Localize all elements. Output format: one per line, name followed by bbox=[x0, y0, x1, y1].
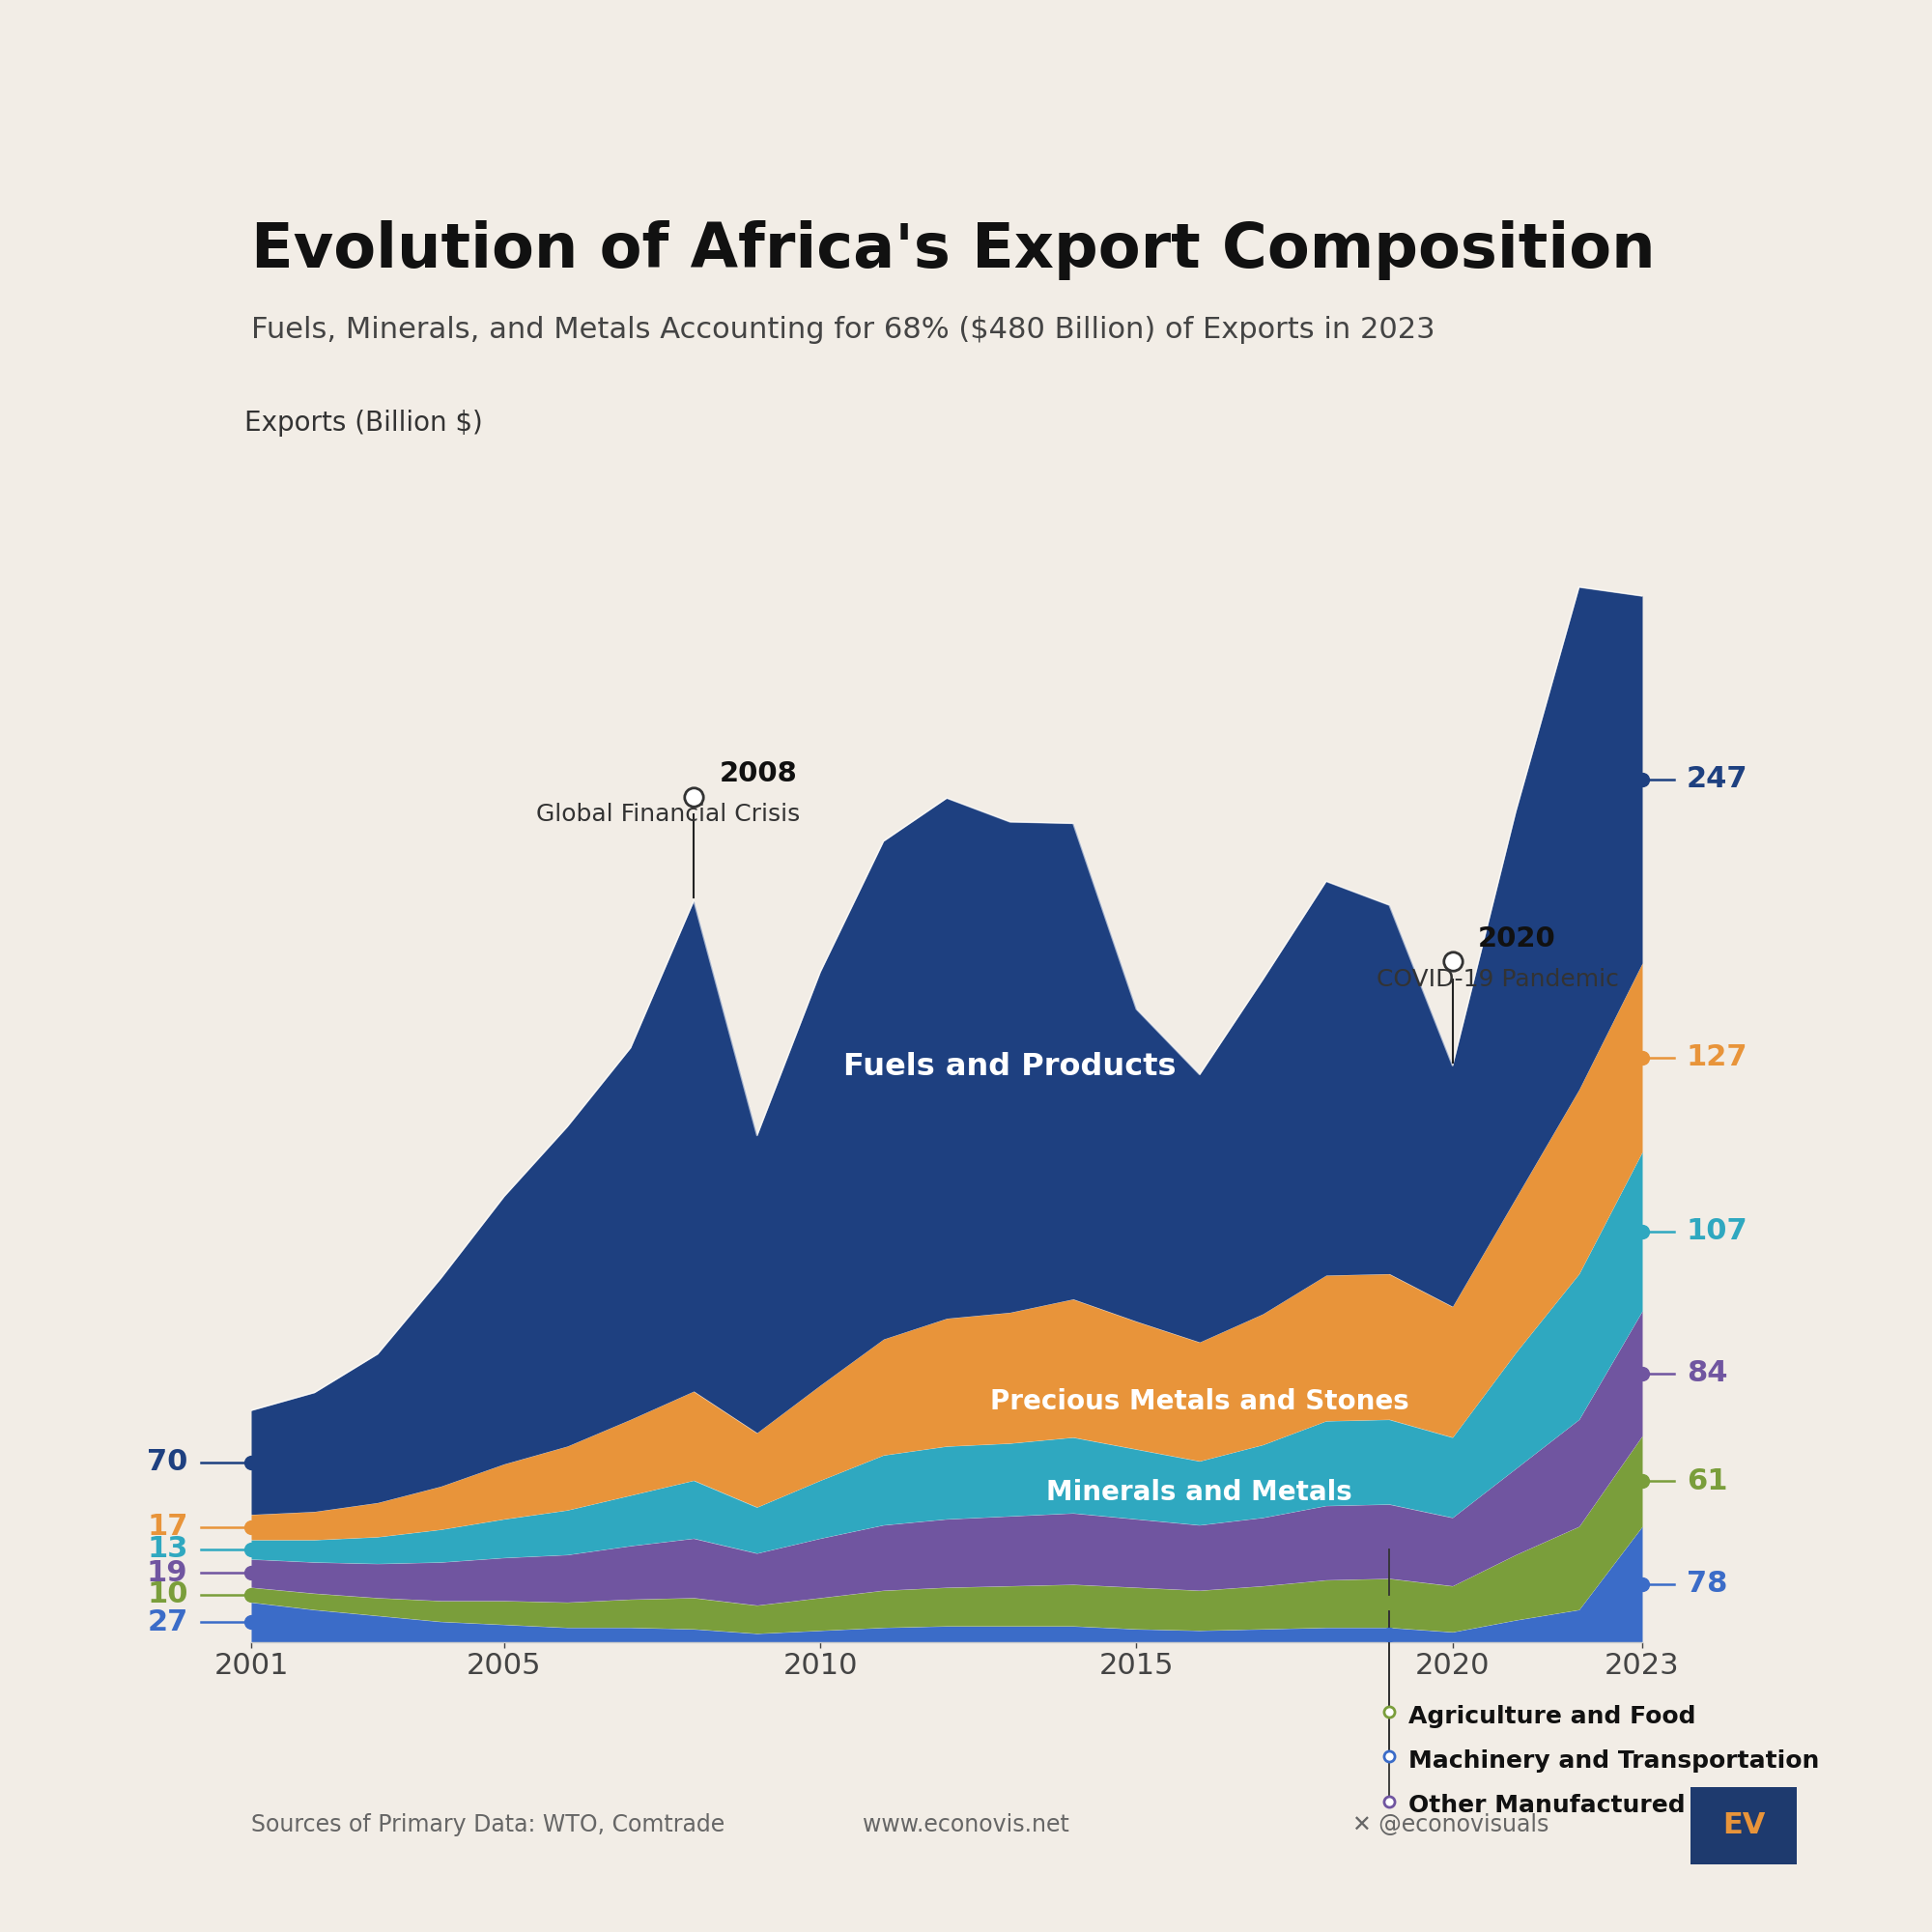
Text: Global Financial Crisis: Global Financial Crisis bbox=[535, 802, 800, 825]
Text: 17: 17 bbox=[147, 1513, 187, 1542]
Text: Exports (Billion $): Exports (Billion $) bbox=[243, 410, 483, 437]
Text: 10: 10 bbox=[147, 1580, 187, 1609]
Text: 70: 70 bbox=[147, 1449, 187, 1476]
Text: 19: 19 bbox=[147, 1559, 187, 1586]
Text: Sources of Primary Data: WTO, Comtrade: Sources of Primary Data: WTO, Comtrade bbox=[251, 1812, 724, 1835]
Text: 2020: 2020 bbox=[1478, 925, 1555, 952]
Text: www.econovis.net: www.econovis.net bbox=[864, 1812, 1068, 1835]
Text: Machinery and Transportation: Machinery and Transportation bbox=[1408, 1750, 1820, 1774]
Text: Evolution of Africa's Export Composition: Evolution of Africa's Export Composition bbox=[251, 220, 1656, 280]
Text: EV: EV bbox=[1721, 1812, 1766, 1839]
Text: 84: 84 bbox=[1687, 1360, 1727, 1387]
Text: Agriculture and Food: Agriculture and Food bbox=[1408, 1704, 1696, 1727]
Text: COVID-19 Pandemic: COVID-19 Pandemic bbox=[1378, 968, 1619, 991]
Text: 247: 247 bbox=[1687, 765, 1748, 794]
Text: 61: 61 bbox=[1687, 1466, 1727, 1495]
Text: 78: 78 bbox=[1687, 1571, 1727, 1598]
Text: Other Manufactured Goods: Other Manufactured Goods bbox=[1408, 1795, 1777, 1818]
Text: 27: 27 bbox=[147, 1607, 187, 1636]
Text: 127: 127 bbox=[1687, 1043, 1748, 1072]
Text: 107: 107 bbox=[1687, 1217, 1748, 1246]
Text: Minerals and Metals: Minerals and Metals bbox=[1047, 1480, 1352, 1507]
Text: ✕ @econovisuals: ✕ @econovisuals bbox=[1352, 1812, 1549, 1835]
Text: 13: 13 bbox=[147, 1536, 187, 1563]
Text: Fuels and Products: Fuels and Products bbox=[844, 1053, 1177, 1082]
Text: 2008: 2008 bbox=[719, 761, 798, 788]
Text: Precious Metals and Stones: Precious Metals and Stones bbox=[989, 1387, 1408, 1414]
Text: Fuels, Minerals, and Metals Accounting for 68% ($480 Billion) of Exports in 2023: Fuels, Minerals, and Metals Accounting f… bbox=[251, 315, 1435, 344]
